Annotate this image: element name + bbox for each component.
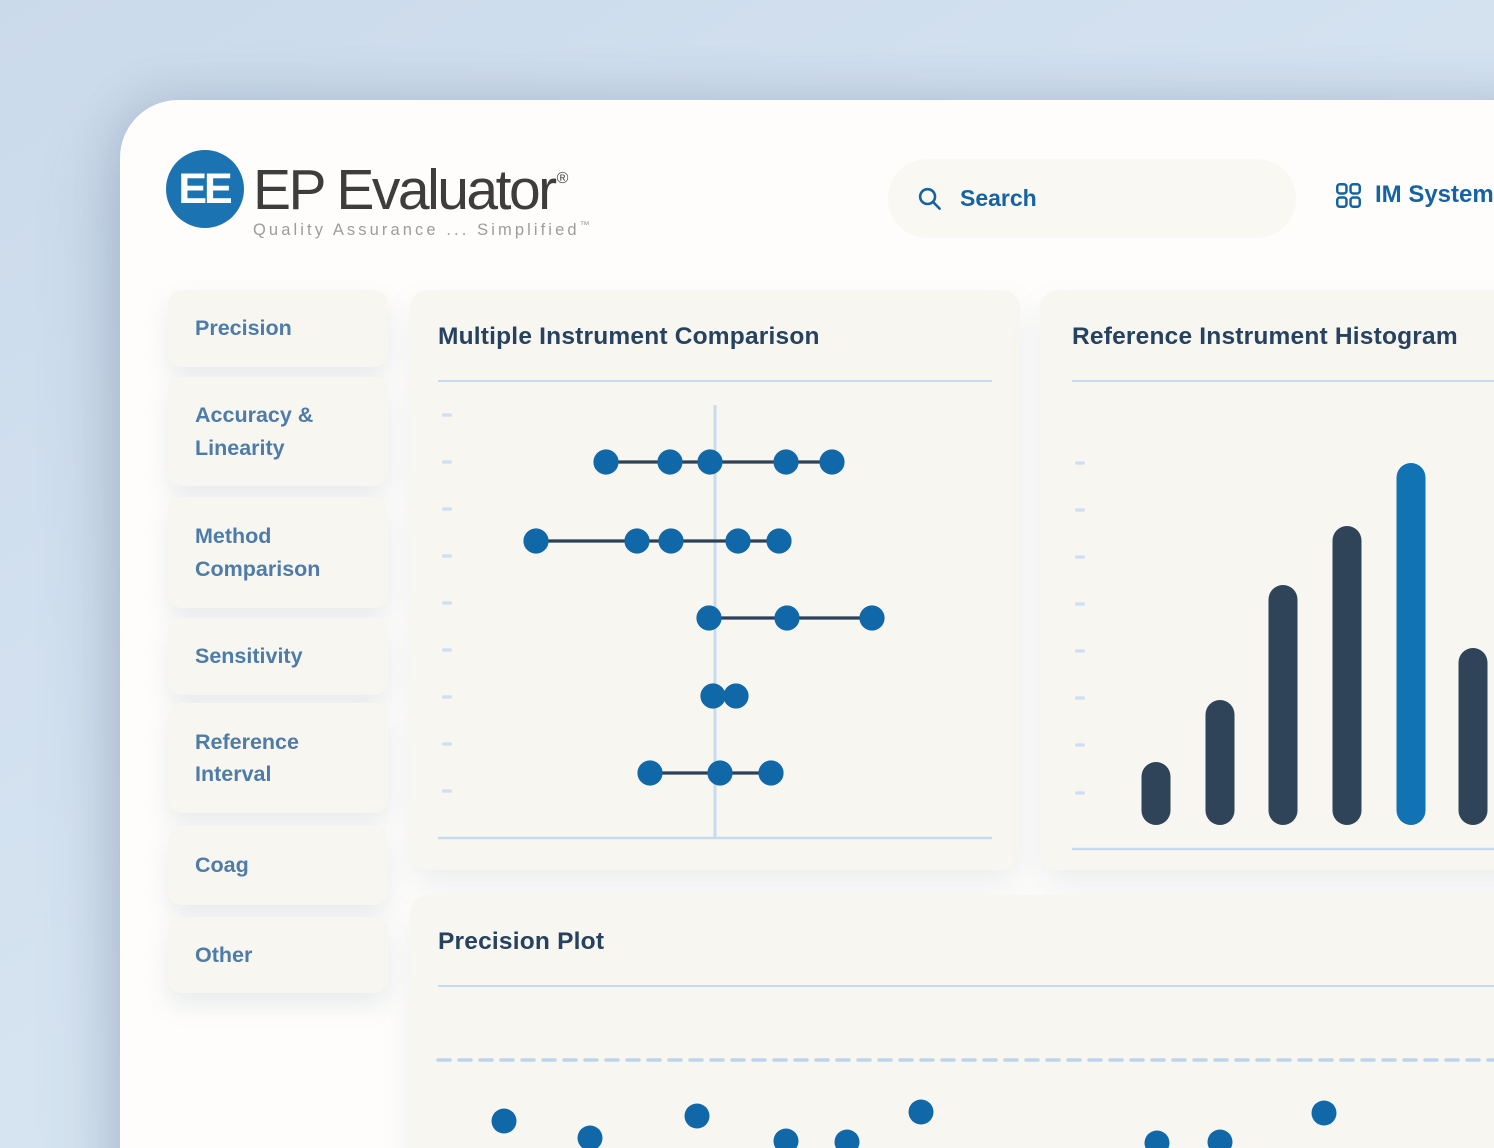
sidebar-item-label: Other [195, 942, 253, 967]
trademark-mark: ™ [579, 220, 590, 231]
card-reference-instrument-histogram: Reference Instrument Histogram [1040, 290, 1494, 870]
sidebar-item-label: Coag [195, 853, 249, 878]
sidebar-item-precision[interactable]: Precision [168, 290, 388, 367]
sidebar-item-label: Sensitivity [195, 644, 303, 669]
card-precision-plot: Precision Plot [410, 895, 1494, 1148]
card-title: Reference Instrument Histogram [1072, 323, 1458, 350]
search-icon [918, 187, 941, 210]
precision-plot-chart [436, 1058, 1494, 1148]
reference-instrument-histogram-chart [1072, 461, 1494, 851]
sidebar-item-reference-interval[interactable]: Reference Interval [168, 703, 388, 813]
sidebar-item-label: Precision [195, 316, 292, 341]
logo-monogram-icon: EE [166, 150, 244, 228]
multiple-instrument-comparison-chart [438, 405, 992, 840]
apps-menu-button[interactable]: IM Systems [1335, 181, 1494, 209]
sidebar-item-accuracy-linearity[interactable]: Accuracy & Linearity [168, 377, 388, 486]
sidebar-item-label: Reference Interval [195, 729, 299, 786]
app-title: EP Evaluator ® [253, 158, 569, 222]
card-title-divider [438, 380, 992, 382]
search-input[interactable] [958, 184, 1280, 213]
sidebar-item-coag[interactable]: Coag [168, 826, 388, 905]
card-multiple-instrument-comparison: Multiple Instrument Comparison [410, 290, 1020, 870]
search-bar[interactable] [888, 159, 1296, 238]
apps-menu-label: IM Systems [1375, 181, 1494, 208]
registered-mark: ® [556, 170, 569, 187]
sidebar-item-label: Method Comparison [195, 524, 321, 581]
logo-text-block: EP Evaluator ® Quality Assurance ... Simp… [253, 150, 590, 240]
logo-monogram: EE [178, 164, 232, 213]
sidebar-item-method-comparison[interactable]: Method Comparison [168, 497, 388, 608]
card-title: Multiple Instrument Comparison [438, 323, 820, 350]
card-title: Precision Plot [438, 928, 605, 955]
sidebar-item-other[interactable]: Other [168, 917, 388, 993]
sidebar-item-sensitivity[interactable]: Sensitivity [168, 618, 388, 695]
sidebar-item-label: Accuracy & Linearity [195, 403, 314, 460]
card-title-divider [1072, 380, 1494, 382]
app-logo: EE EP Evaluator ® Quality Assurance ... S… [166, 150, 590, 240]
app-grid-icon [1336, 182, 1361, 208]
app-tagline: Quality Assurance ... Simplified™ [253, 220, 590, 239]
card-title-divider [438, 985, 1494, 987]
